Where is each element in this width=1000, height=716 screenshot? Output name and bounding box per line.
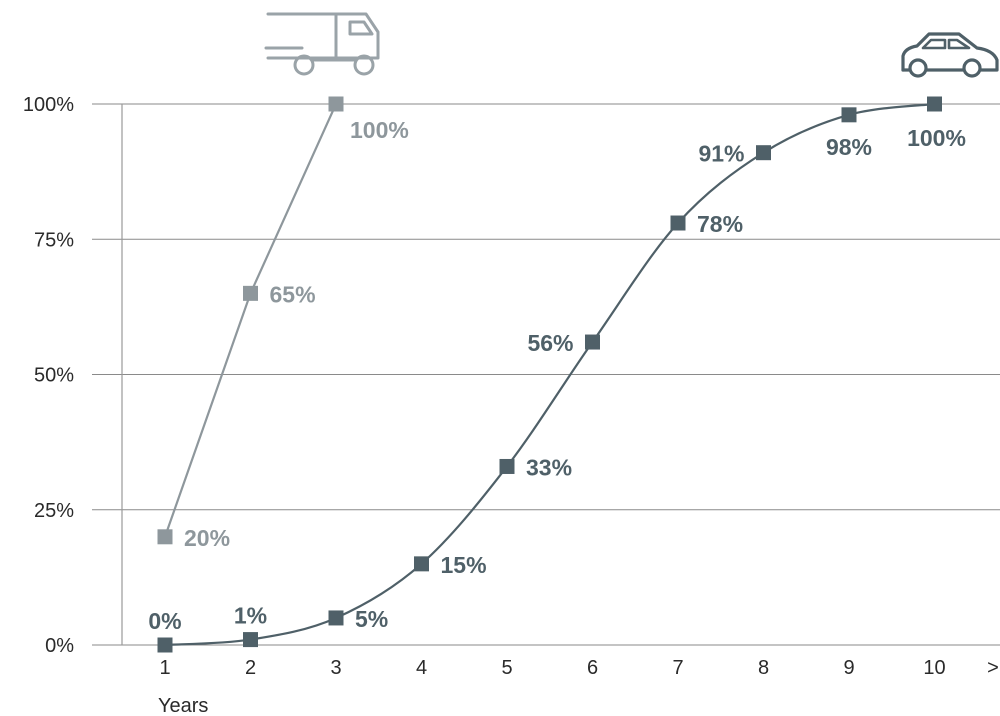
data-point-marker xyxy=(841,107,857,123)
data-label: 98% xyxy=(826,134,872,160)
data-point-marker xyxy=(585,334,600,350)
x-tick-label: 6 xyxy=(587,657,598,679)
data-point-marker xyxy=(670,215,686,231)
data-point-marker xyxy=(328,610,344,626)
data-label: 100% xyxy=(350,117,409,143)
data-point-marker xyxy=(414,556,429,572)
data-point-marker xyxy=(157,529,173,545)
y-tick-label: 0% xyxy=(45,635,74,657)
data-label: 65% xyxy=(270,281,316,307)
x-tick-label: 5 xyxy=(501,657,512,679)
data-label: 15% xyxy=(441,552,487,578)
series-line xyxy=(164,102,935,647)
y-tick-label: 100% xyxy=(23,94,74,116)
x-tick-label: 1 xyxy=(159,657,170,679)
x-tick-label: 2 xyxy=(245,657,256,679)
grid-lines xyxy=(92,103,1000,646)
data-point-marker xyxy=(243,285,258,301)
data-label: 1% xyxy=(234,603,267,629)
x-axis-ticks: 1 2 3 4 5 6 7 8 9 10 xyxy=(159,657,945,679)
x-tick-label: 4 xyxy=(416,657,427,679)
y-tick-label: 50% xyxy=(34,365,74,387)
data-point-marker xyxy=(328,96,344,112)
series-layer: 20% 65% 100% 0% 1% 5% 15% 33% 56% 78% 91% 98% 100% xyxy=(148,96,966,653)
truck-icon xyxy=(264,12,380,76)
x-tick-label: 3 xyxy=(330,657,341,679)
x-tick-label: 7 xyxy=(672,657,683,679)
x-tick-label: 8 xyxy=(758,657,769,679)
series-2: 0% 1% 5% 15% 33% 56% 78% 91% 98% 100% xyxy=(148,96,966,653)
data-label: 91% xyxy=(698,141,744,167)
y-tick-label: 25% xyxy=(34,500,74,522)
series-line xyxy=(163,103,338,538)
y-tick-label: 75% xyxy=(34,229,74,251)
x-axis-label: Years xyxy=(158,695,208,716)
data-label: 33% xyxy=(526,454,572,480)
data-point-marker xyxy=(157,637,173,653)
x-tick-label: 9 xyxy=(843,657,854,679)
data-label: 78% xyxy=(697,211,743,237)
data-label: 5% xyxy=(355,606,388,632)
y-axis-ticks: 0% 25% 50% 75% 100% xyxy=(23,94,74,657)
car-icon xyxy=(901,32,999,78)
data-point-marker xyxy=(243,632,258,648)
data-label: 100% xyxy=(907,125,966,151)
series-1: 20% 65% 100% xyxy=(157,96,409,551)
x-axis-end-marker: > xyxy=(987,657,999,679)
data-label: 56% xyxy=(527,330,573,356)
data-point-marker xyxy=(756,145,771,161)
x-tick-label: 10 xyxy=(923,657,945,679)
data-point-marker xyxy=(927,96,942,112)
data-label: 20% xyxy=(184,525,230,551)
data-label: 0% xyxy=(148,608,181,634)
data-point-marker xyxy=(499,458,515,474)
